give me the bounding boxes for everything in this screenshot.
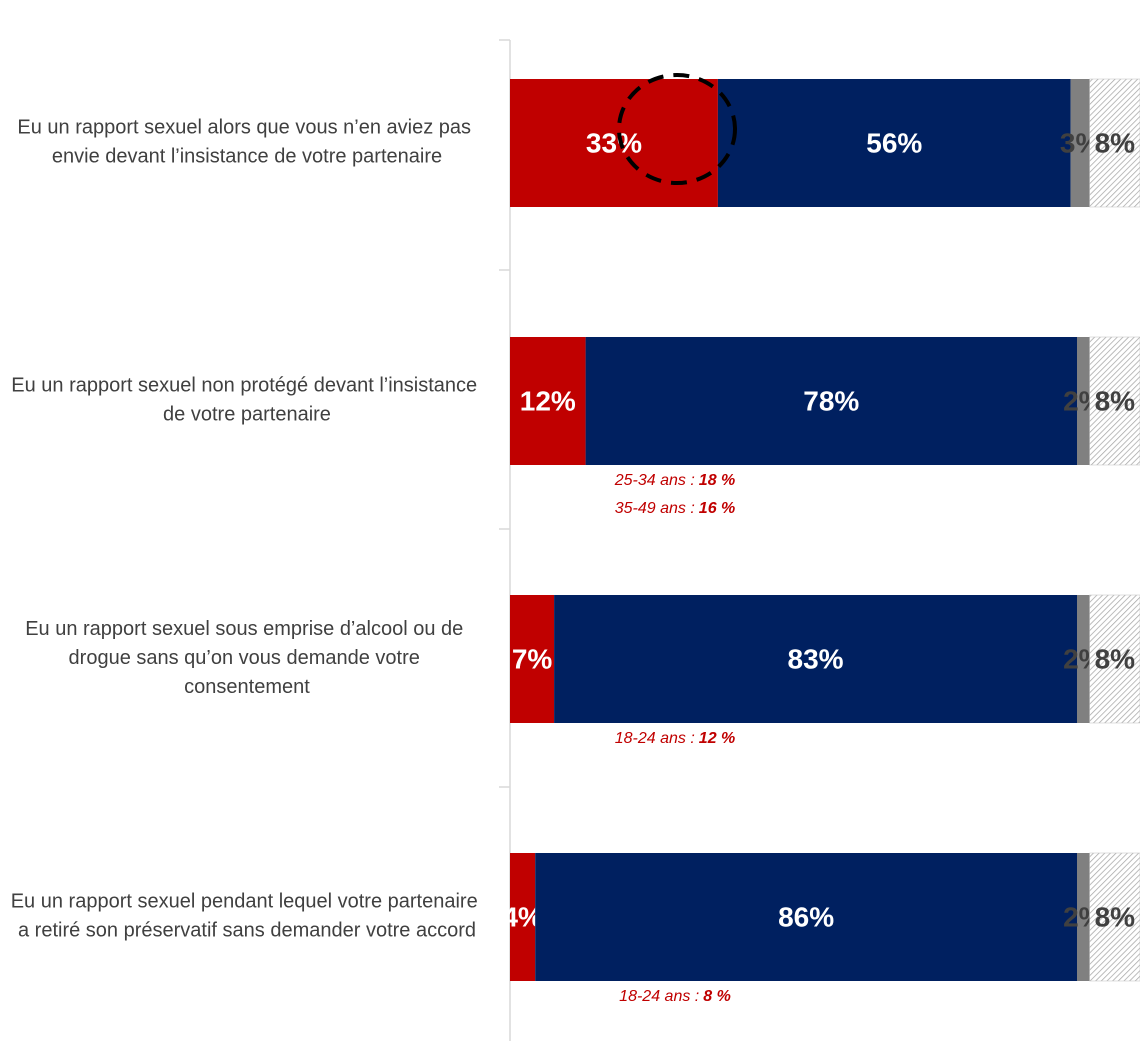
note-value: 8 % [703,988,731,1005]
category-label: Eu un rapport sexuel non protégé devant … [11,375,482,426]
note: 35-49 ans :16 % [615,500,736,517]
value-label: 7% [512,643,553,674]
bar-segment [585,337,1077,465]
bar-segment [1070,79,1090,207]
category-label: Eu un rapport sexuel pendant lequel votr… [11,891,484,942]
bar-segment [554,595,1077,723]
bar-segment [510,853,536,981]
note: 25-34 ans :18 % [614,472,736,489]
value-label: 8% [1095,643,1136,674]
note-value: 12 % [699,730,735,747]
bar-segment [535,853,1077,981]
bar-segment [717,79,1071,207]
bar-segment [1089,852,1140,982]
value-label: 56% [866,127,922,158]
bar-segment [1089,336,1140,466]
value-label: 86% [778,901,834,932]
bar-segment [1077,337,1090,465]
value-label: 8% [1095,385,1136,416]
highlight-circle [617,73,737,185]
bar-segment [1077,853,1090,981]
note-value: 16 % [699,500,735,517]
bar-segment [510,337,586,465]
note-text: 18-24 ans : [615,730,695,747]
separators [499,39,510,788]
bar-segment [510,79,718,207]
value-label: 33% [586,127,642,158]
bar-segment [1077,595,1090,723]
value-label: 8% [1095,127,1136,158]
note-value: 18 % [699,472,735,489]
value-label: 78% [803,385,859,416]
bar-segment [1089,594,1140,724]
note: 18-24 ans :8 % [619,988,731,1005]
note-text: 25-34 ans : [614,472,695,489]
category-label: Eu un rapport sexuel alors que vous n’en… [17,117,476,168]
note-text: 35-49 ans : [615,500,695,517]
value-label: 8% [1095,901,1136,932]
value-label: 83% [788,643,844,674]
bar-segment [1089,78,1140,208]
note-text: 18-24 ans : [619,988,699,1005]
bar-segment [510,595,555,723]
value-label: 12% [520,385,576,416]
category-label: Eu un rapport sexuel sous emprise d’alco… [25,618,469,698]
note: 18-24 ans :12 % [615,730,736,747]
